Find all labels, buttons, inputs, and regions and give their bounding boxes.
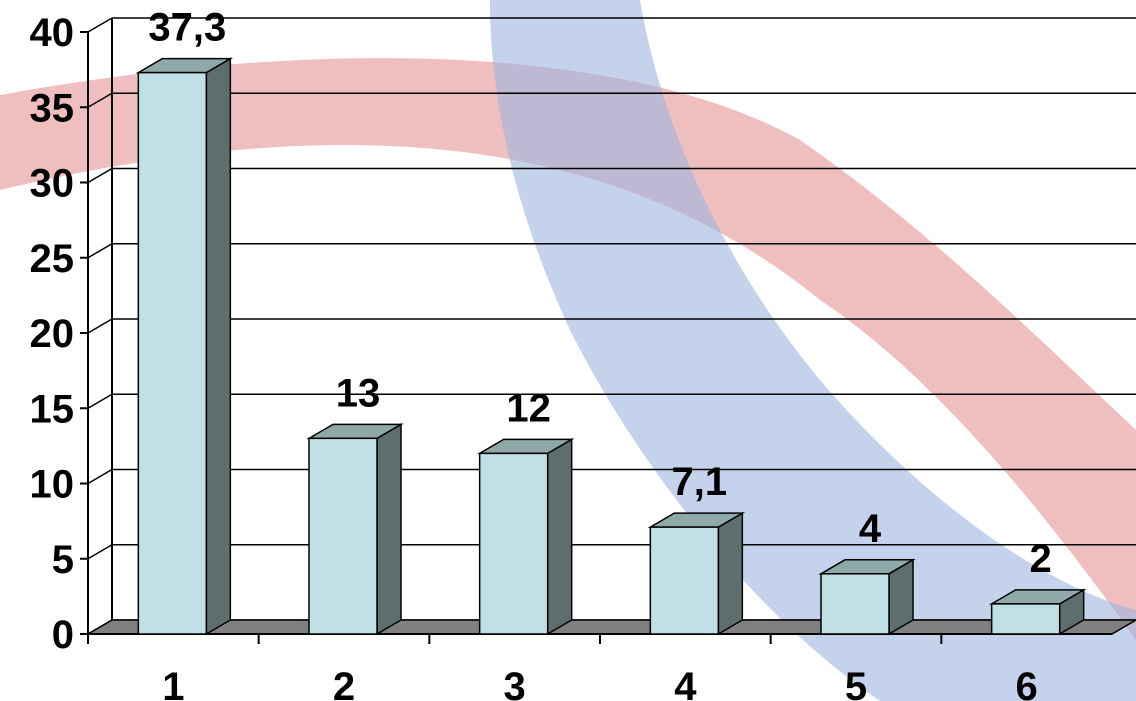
data-label: 37,3 [148,6,226,50]
bar-6 [990,603,1061,635]
grid-connector [87,167,113,184]
grid-connector [87,544,113,560]
bar-2 [308,437,378,635]
bar-side [376,423,402,636]
grid-connector [87,393,113,409]
bar-4 [649,526,720,635]
y-tick-label: 10 [30,463,75,507]
bar-5 [820,573,890,635]
y-tick-label: 0 [52,613,74,657]
data-label: 12 [506,386,551,430]
chart-floor [85,619,1136,635]
y-tick-label: 15 [30,387,75,431]
grid-connector [87,468,113,485]
data-label: 2 [1030,537,1052,581]
bar-side [205,57,232,636]
y-tick-label: 20 [30,312,75,356]
x-tick-label: 2 [333,665,355,701]
x-tick-label: 4 [674,665,697,701]
y-tick-label: 40 [30,11,75,55]
y-tick-label: 35 [30,86,75,130]
bars [135,57,1087,636]
grid-connector [87,318,113,334]
background-arc-red [0,58,1136,640]
gridlines [87,17,1136,635]
x-tick-label: 6 [1016,665,1038,701]
bar-side [717,511,744,636]
grid-connector [87,243,113,259]
labels: 0 5 10 15 20 25 30 35 40 37,3 1 13 2 12 3 7,1 4 4 5 2 6 [30,6,1052,701]
data-label: 4 [859,507,882,551]
grid-connector [87,17,113,33]
y-tick-label: 5 [52,538,74,582]
y-tick-label: 25 [30,237,75,281]
data-label: 7,1 [672,460,728,504]
grid-connector [87,92,113,108]
x-tick-label: 3 [504,665,526,701]
background-arc-blue [490,0,1136,701]
data-label: 13 [336,371,381,415]
y-tick-label: 30 [30,162,75,206]
x-tick-label: 1 [162,665,184,701]
x-tick-label: 5 [845,665,867,701]
bar-3 [478,452,549,635]
bar-1 [137,71,208,635]
bar-side [546,438,573,636]
